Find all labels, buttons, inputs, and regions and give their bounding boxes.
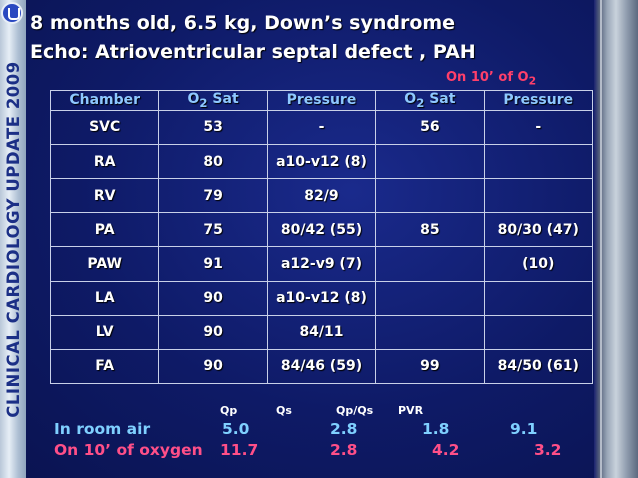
cell-o2-sat-oxygen [375,143,485,180]
header-o2-sat-room: O2 Sat [158,90,268,111]
cell-o2-sat-oxygen: 99 [375,348,485,385]
cell-o2-sat-oxygen [375,280,485,316]
header-pressure-oxygen: Pressure [483,90,594,111]
cell-pressure-oxygen: 80/30 (47) [483,212,594,248]
oxygen-qp: 11.7 [220,441,259,459]
cell-chamber: RV [49,178,160,214]
side-label: CLINICAL CARDIOLOGY UPDATE 2009 [3,60,23,418]
table-header-row: Chamber O2 Sat Pressure O2 Sat Pressure [49,90,594,111]
table-row: LA 90 a10-v12 (8) [49,280,594,316]
oxygen-pvr: 3.2 [534,441,562,459]
cell-pressure-oxygen [483,280,594,316]
cell-o2-sat: 90 [158,280,268,316]
cell-o2-sat: 91 [158,246,268,282]
right-marble-strip [594,0,638,478]
cell-o2-sat-oxygen: 56 [375,109,485,145]
slide-title: 8 months old, 6.5 kg, Down’s syndrome [30,12,456,34]
cell-pressure: a10-v12 (8) [266,280,377,316]
cell-pressure: 80/42 (55) [266,212,377,248]
cell-pressure-oxygen [483,143,594,180]
oxygen-label: On 10’ of oxygen [54,441,203,459]
summary-header-qs: Qs [276,404,292,417]
slide-subtitle: Echo: Atrioventricular septal defect , P… [30,41,476,63]
oxygen-qs: 2.8 [330,441,358,459]
cell-o2-sat-oxygen [375,314,485,350]
cell-chamber: LV [49,314,160,350]
room-air-pvr: 9.1 [510,420,538,438]
cell-chamber: SVC [49,109,160,145]
cell-o2-sat: 90 [158,348,268,385]
cell-o2-sat: 75 [158,212,268,248]
summary-header-qp-qs: Qp/Qs [336,404,374,417]
oxygen-note-subscript: 2 [528,74,537,88]
room-air-label: In room air [54,420,151,438]
oxygen-qp-qs: 4.2 [432,441,460,459]
table-row: FA 90 84/46 (59) 99 84/50 (61) [49,348,594,385]
table-row: RV 79 82/9 [49,178,594,214]
cell-pressure-oxygen [483,314,594,350]
cell-pressure: - [266,109,377,145]
oxygen-note-prefix: On 10’ of O [446,70,529,85]
side-label-container: CLINICAL CARDIOLOGY UPDATE 2009 [0,0,26,478]
cell-pressure: 84/11 [266,314,377,350]
cell-o2-sat-oxygen [375,178,485,214]
summary-header-qp: Qp [220,404,238,417]
cell-pressure-oxygen [483,178,594,214]
header-o2-sat-oxygen: O2 Sat [375,90,485,111]
header-chamber: Chamber [49,90,160,111]
cell-chamber: LA [49,280,160,316]
cell-o2-sat: 90 [158,314,268,350]
cell-pressure: 82/9 [266,178,377,214]
cell-chamber: PA [49,212,160,248]
cell-o2-sat: 53 [158,109,268,145]
cell-o2-sat: 79 [158,178,268,214]
header-pressure-room: Pressure [266,90,377,111]
cell-pressure-oxygen: - [483,109,594,145]
table-row: PA 75 80/42 (55) 85 80/30 (47) [49,212,594,248]
table-row: SVC 53-56- [49,109,594,145]
left-marble-strip [0,0,26,478]
cell-pressure: a10-v12 (8) [266,143,377,180]
cell-chamber: PAW [49,246,160,282]
table-row: LV 90 84/11 [49,314,594,350]
hemodynamic-table: Chamber O2 Sat Pressure O2 Sat Pressure … [49,90,594,385]
cell-o2-sat: 80 [158,143,268,180]
cell-o2-sat-oxygen [375,246,485,282]
society-logo-icon [1,2,23,24]
room-air-qp-qs: 1.8 [422,420,450,438]
cell-chamber: FA [49,348,160,385]
room-air-qp: 5.0 [222,420,250,438]
cell-chamber: RA [49,143,160,180]
oxygen-note: On 10’ of O2 [446,70,536,88]
cell-pressure-oxygen: 84/50 (61) [483,348,594,385]
summary-header-pvr: PVR [398,404,424,417]
cell-pressure: 84/46 (59) [266,348,377,385]
cell-pressure: a12-v9 (7) [266,246,377,282]
table-row: PAW 91 a12-v9 (7) (10) [49,246,594,282]
table-row: RA 80 a10-v12 (8) [49,143,594,180]
room-air-qs: 2.8 [330,420,358,438]
cell-o2-sat-oxygen: 85 [375,212,485,248]
cell-pressure-oxygen: (10) [483,246,594,282]
